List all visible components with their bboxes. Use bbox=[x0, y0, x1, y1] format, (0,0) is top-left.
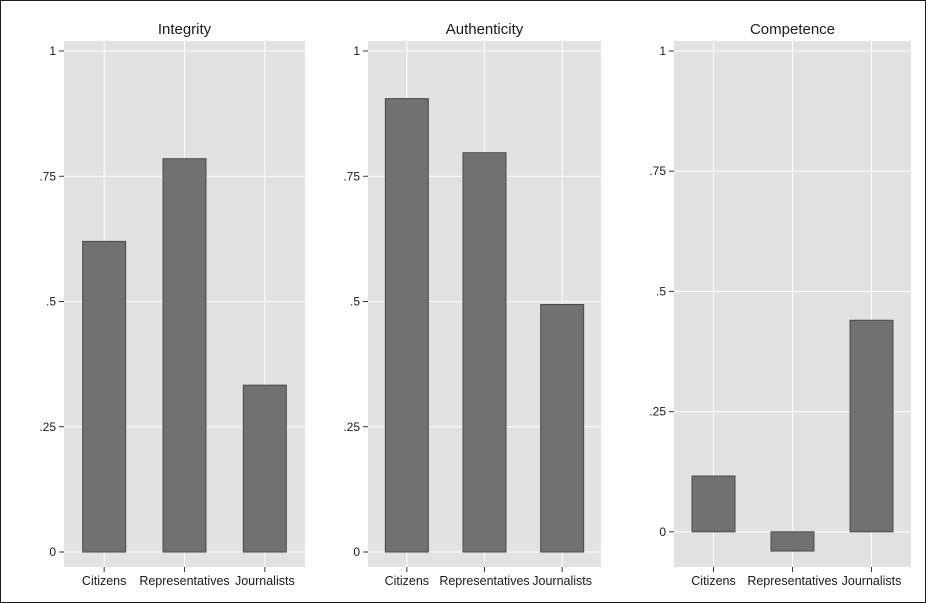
bar-representatives bbox=[162, 158, 207, 553]
bar-journalists bbox=[849, 319, 894, 533]
y-tick-label: 0 bbox=[49, 545, 56, 559]
y-tick-label: .25 bbox=[649, 405, 666, 419]
y-tick-label: .5 bbox=[46, 295, 56, 309]
y-tick-label: 0 bbox=[659, 525, 666, 539]
x-category-label: Representatives bbox=[439, 574, 529, 588]
y-tick-label: .5 bbox=[350, 295, 360, 309]
panel-title: Authenticity bbox=[446, 21, 524, 38]
bar-citizens bbox=[82, 240, 127, 553]
x-category-label: Journalists bbox=[532, 574, 592, 588]
y-tick-label: .75 bbox=[39, 169, 56, 183]
y-tick-label: .75 bbox=[343, 169, 360, 183]
bar-citizens bbox=[691, 475, 736, 533]
x-category-label: Citizens bbox=[385, 574, 429, 588]
bar-representatives bbox=[770, 531, 815, 552]
bar-journalists bbox=[242, 384, 287, 553]
bar-journalists bbox=[540, 304, 585, 553]
bar-representatives bbox=[462, 152, 507, 553]
x-category-label: Representatives bbox=[139, 574, 229, 588]
y-tick-label: .25 bbox=[343, 420, 360, 434]
y-tick-label: 1 bbox=[659, 44, 666, 58]
chart-panel: 0 .25 .5 .75 1 Citizens Representatives Journal… bbox=[39, 21, 305, 588]
x-category-label: Citizens bbox=[691, 574, 735, 588]
panel-title: Integrity bbox=[158, 21, 212, 38]
y-tick-label: 1 bbox=[353, 44, 360, 58]
y-tick-label: 0 bbox=[353, 545, 360, 559]
bar-citizens bbox=[384, 98, 429, 553]
x-category-label: Journalists bbox=[842, 574, 902, 588]
x-category-label: Journalists bbox=[235, 574, 295, 588]
chart-panel: 0 .25 .5 .75 1 Citizens Representatives Journal… bbox=[343, 21, 601, 588]
x-category-label: Citizens bbox=[82, 574, 126, 588]
chart-panel: 0 .25 .5 .75 1 Citizens Representatives Journal… bbox=[649, 21, 911, 588]
y-tick-label: .5 bbox=[656, 284, 666, 298]
y-tick-label: .75 bbox=[649, 164, 666, 178]
panel-title: Competence bbox=[750, 21, 835, 38]
y-tick-label: 1 bbox=[49, 44, 56, 58]
y-tick-label: .25 bbox=[39, 420, 56, 434]
x-category-label: Representatives bbox=[747, 574, 837, 588]
